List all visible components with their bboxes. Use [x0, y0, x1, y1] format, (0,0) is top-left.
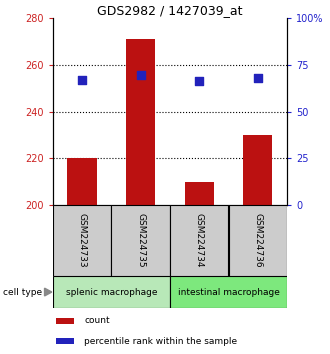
Bar [243, 135, 273, 205]
Bar [56, 318, 75, 324]
Bar [56, 338, 75, 344]
Text: GSM224736: GSM224736 [253, 213, 262, 268]
Title: GDS2982 / 1427039_at: GDS2982 / 1427039_at [97, 4, 243, 17]
Bar [53, 205, 111, 276]
Text: GSM224734: GSM224734 [195, 213, 204, 268]
Bar [170, 205, 228, 276]
Point [138, 72, 143, 78]
Text: GSM224735: GSM224735 [136, 213, 145, 268]
Point [255, 75, 260, 80]
Polygon shape [45, 288, 52, 296]
Text: cell type: cell type [3, 287, 43, 297]
Text: count: count [84, 316, 110, 325]
Point [80, 77, 85, 83]
Text: intestinal macrophage: intestinal macrophage [178, 287, 280, 297]
Bar [229, 205, 287, 276]
Bar [53, 276, 170, 308]
Bar [112, 205, 170, 276]
Bar [184, 182, 214, 205]
Text: percentile rank within the sample: percentile rank within the sample [84, 337, 238, 346]
Point [197, 78, 202, 84]
Text: splenic macrophage: splenic macrophage [66, 287, 157, 297]
Bar [170, 276, 287, 308]
Bar [126, 39, 155, 205]
Text: GSM224733: GSM224733 [78, 213, 86, 268]
Bar [67, 159, 97, 205]
